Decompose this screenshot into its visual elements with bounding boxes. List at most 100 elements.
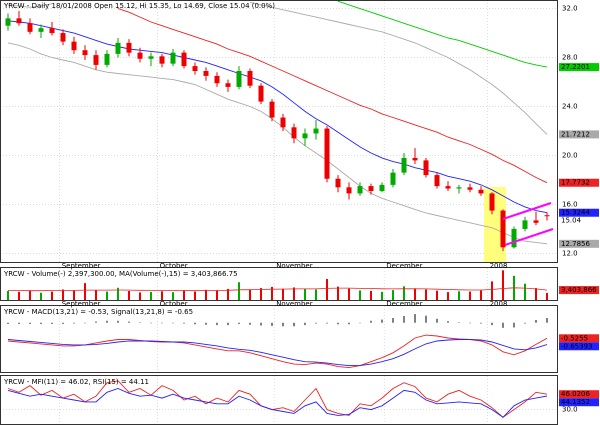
line	[7, 20, 548, 214]
value-box-label: 15.04	[561, 217, 582, 225]
volume-bar	[62, 289, 64, 300]
volume-bar	[326, 279, 328, 300]
volume-bar	[436, 290, 438, 300]
histogram-bar	[535, 319, 537, 323]
candle-body	[456, 187, 462, 189]
x-tick-label: 2008	[490, 262, 508, 270]
volume-bar	[535, 288, 537, 300]
value-box	[559, 286, 599, 295]
candle-body	[445, 186, 451, 189]
panel-title: YRCW - Volume(-) 2,397,300.00, MA(Volume…	[3, 270, 238, 278]
volume-bar	[205, 289, 207, 300]
volume-bar	[40, 292, 42, 300]
candle-body	[533, 220, 539, 223]
candle-body	[104, 53, 110, 65]
volume-bar	[73, 290, 75, 300]
histogram-bar	[95, 321, 97, 323]
candle-body	[489, 193, 495, 211]
candle-body	[236, 71, 242, 87]
volume-bar	[238, 282, 240, 300]
histogram-bar	[271, 322, 273, 326]
candle-body	[269, 101, 275, 118]
candle-body	[522, 220, 528, 229]
volume-bar	[381, 291, 383, 300]
candle-body	[302, 133, 308, 139]
value-box-label: 12.7856	[561, 240, 590, 248]
macd-frame	[0, 305, 558, 373]
histogram-bar	[491, 322, 493, 326]
histogram-bar	[183, 322, 185, 324]
candle-body	[214, 75, 220, 84]
histogram-bar	[524, 322, 526, 324]
line	[7, 287, 548, 292]
histogram-bar	[128, 321, 130, 323]
candle-body	[27, 23, 33, 32]
histogram-bar	[436, 318, 438, 323]
candle-body	[423, 160, 429, 176]
histogram-bar	[370, 320, 372, 323]
histogram-bar	[359, 322, 361, 324]
candle-body	[335, 178, 341, 188]
value-box	[559, 63, 599, 72]
histogram-bar	[414, 314, 416, 323]
histogram-bar	[205, 322, 207, 325]
histogram-bar	[260, 322, 262, 326]
price-frame	[0, 0, 558, 263]
candle-body	[324, 128, 330, 179]
histogram-bar	[403, 316, 405, 323]
histogram-bar	[480, 322, 482, 324]
value-box-label: 17.7732	[561, 179, 590, 187]
line	[7, 42, 548, 245]
candle-body	[368, 186, 374, 191]
volume-bar	[480, 290, 482, 300]
volume-bar	[128, 290, 130, 300]
volume-bar	[524, 283, 526, 300]
histogram-bar	[348, 322, 350, 325]
volume-bar	[139, 292, 141, 300]
histogram-bar	[139, 322, 141, 323]
candle-body	[346, 187, 352, 194]
candle-body	[126, 42, 132, 53]
volume-bar	[227, 288, 229, 300]
volume-bar	[502, 270, 504, 300]
candle-body	[280, 117, 286, 128]
histogram-bar	[249, 322, 251, 325]
histogram-bar	[315, 322, 317, 324]
panel-title: YRCW - MACD(13,21) = -0.53, Signal(13,21…	[3, 308, 193, 316]
candle-body	[313, 128, 319, 134]
volume-bar	[249, 289, 251, 300]
volume-bar	[337, 286, 339, 300]
histogram-bar	[546, 318, 548, 323]
volume-bar	[359, 290, 361, 300]
volume-bar	[403, 286, 405, 300]
volume-bar	[315, 289, 317, 300]
volume-bar	[172, 292, 174, 300]
volume-bar	[106, 291, 108, 300]
histogram-bar	[18, 322, 20, 324]
volume-bar	[282, 288, 284, 300]
value-box	[559, 239, 599, 248]
panel-title: YRCW - MFI(11) = 46.02, RSI(15) = 44.11	[3, 378, 149, 386]
value-box-label: 46.0206	[561, 390, 590, 398]
volume-bar	[447, 292, 449, 300]
volume-bar	[491, 281, 493, 300]
line	[7, 339, 548, 367]
volume-bar	[293, 287, 295, 300]
volume-bar	[7, 290, 9, 300]
volume-bar	[194, 291, 196, 300]
histogram-bar	[392, 318, 394, 323]
histogram-bar	[7, 322, 9, 324]
labels: September October November December 2008 12.0…	[3, 2, 599, 414]
value-box	[559, 390, 599, 399]
candle-body	[258, 85, 264, 102]
candle-body	[390, 172, 396, 185]
value-box	[559, 334, 599, 343]
histogram-bar	[282, 322, 284, 327]
channel-upper	[502, 202, 552, 220]
histogram-bar	[513, 322, 515, 328]
y-tick-label: 32.0	[562, 5, 578, 13]
value-box-label: 21.7212	[561, 130, 590, 138]
histogram-bar	[447, 321, 449, 323]
candle-body	[511, 228, 517, 248]
